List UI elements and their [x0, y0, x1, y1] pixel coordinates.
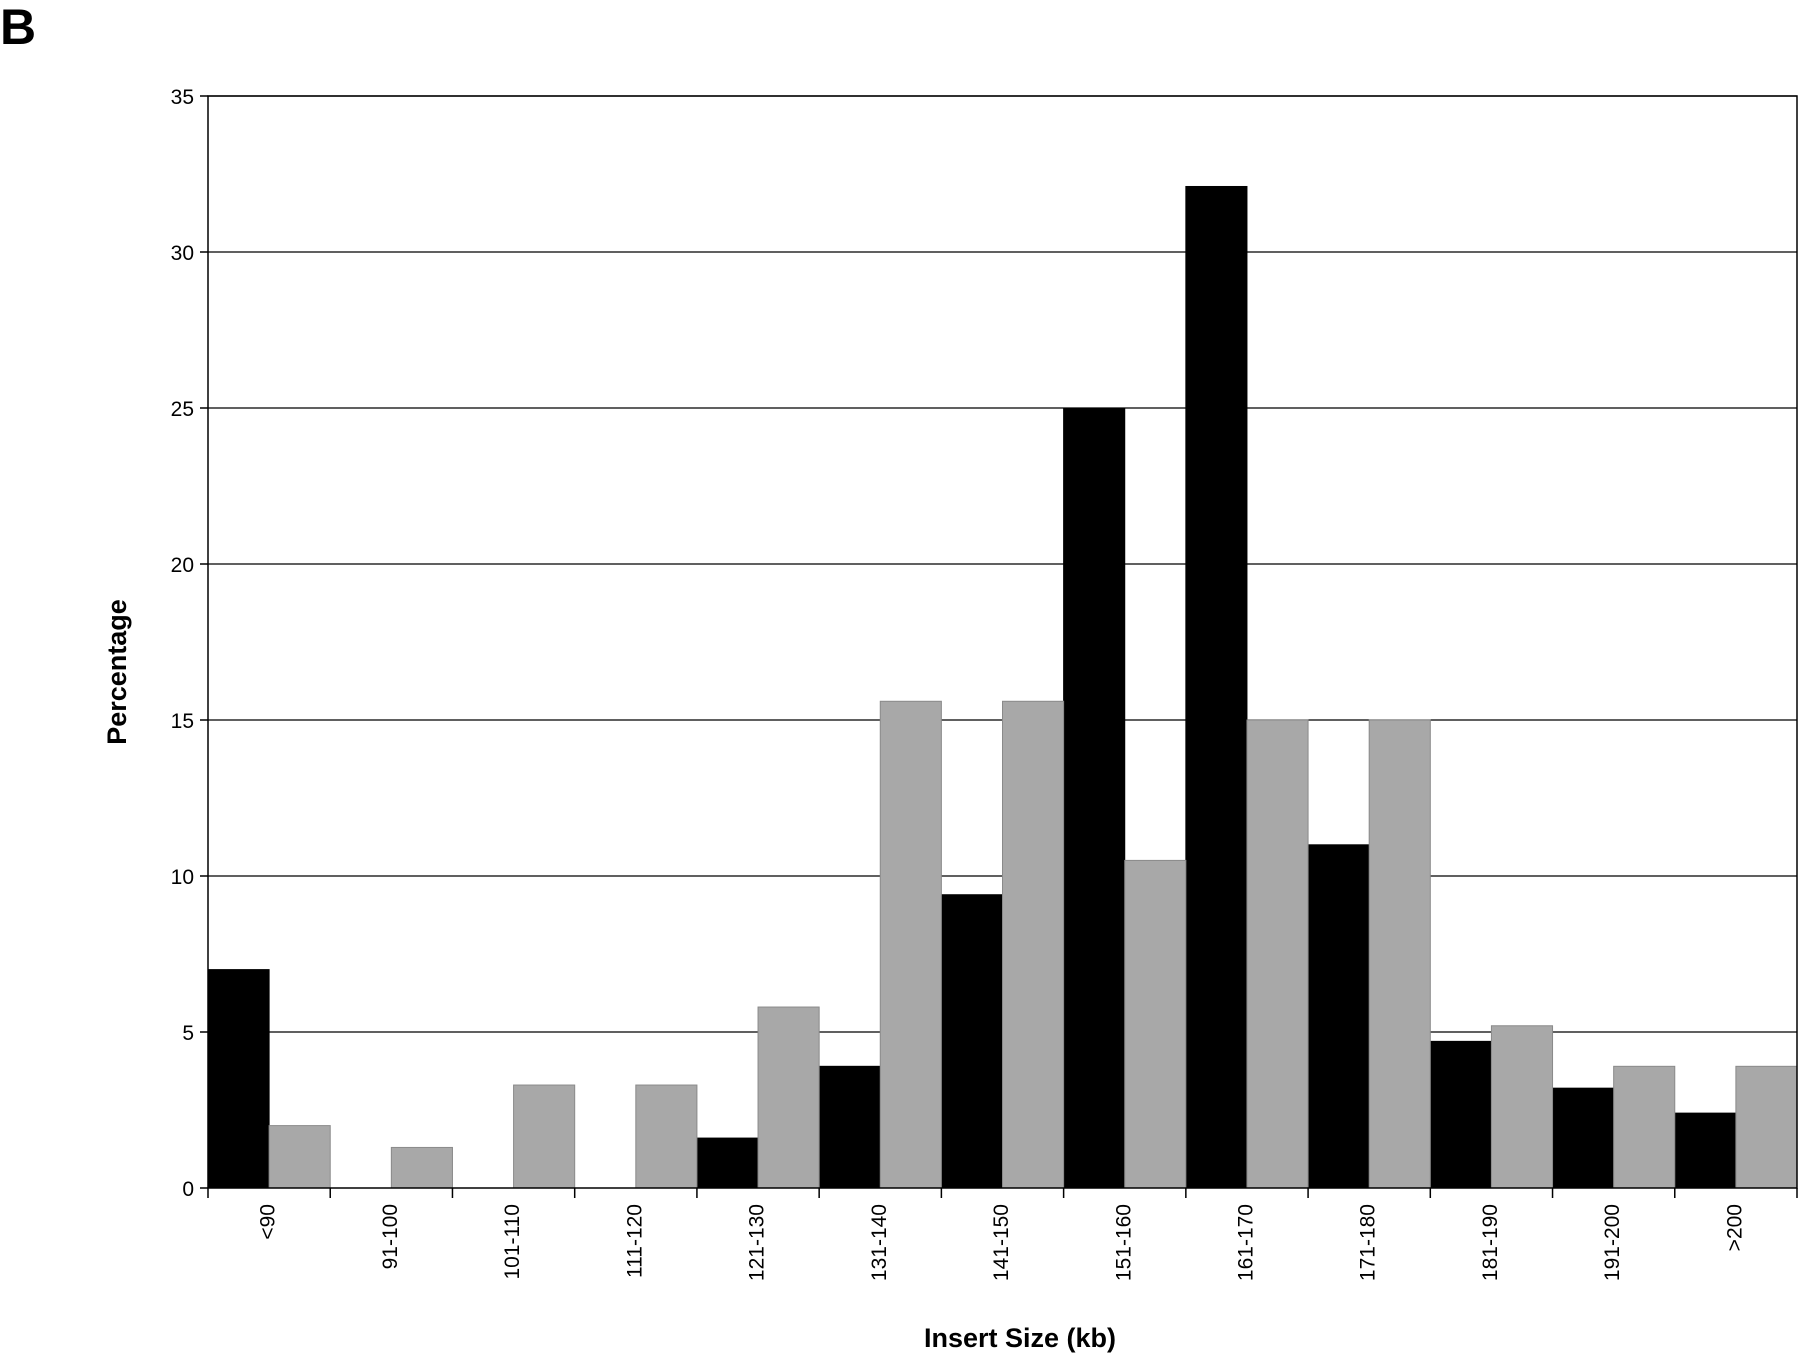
- x-tick-label: 101-110: [501, 1204, 524, 1280]
- bar-series-2: [879, 700, 942, 1189]
- x-tick-label: 161-170: [1235, 1204, 1258, 1281]
- plot-area-frame: [207, 95, 1798, 1189]
- bar-series-2: [1124, 859, 1187, 1189]
- bars: [207, 185, 1798, 1189]
- y-tick-label: 20: [171, 554, 194, 577]
- y-tick-label: 10: [171, 866, 194, 889]
- bar-series-1: [1063, 407, 1126, 1189]
- x-tick-label: 171-180: [1357, 1204, 1380, 1281]
- bar-series-1: [818, 1065, 881, 1189]
- bar-series-1: [1307, 844, 1370, 1189]
- x-tick-label: 121-130: [746, 1204, 769, 1281]
- y-axis-title: Percentage: [102, 599, 132, 745]
- y-tick-label: 30: [171, 242, 194, 265]
- bar-series-1: [940, 894, 1004, 1189]
- y-tick-label: 25: [171, 398, 194, 421]
- x-tick-label: 151-160: [1112, 1204, 1135, 1281]
- bar-series-1: [207, 969, 270, 1189]
- bar-series-1: [1429, 1040, 1492, 1189]
- bar-series-2: [268, 1125, 331, 1189]
- x-tick-label: 111-120: [623, 1204, 646, 1278]
- y-tick-label: 0: [182, 1178, 194, 1201]
- x-tick-label: <90: [257, 1204, 280, 1240]
- bar-series-1: [696, 1137, 759, 1189]
- y-tick-label: 35: [171, 86, 194, 109]
- bar-series-2: [757, 1006, 820, 1189]
- y-tick-label: 15: [171, 710, 194, 733]
- x-tick-label: 181-190: [1479, 1204, 1502, 1281]
- bar-series-1: [1552, 1087, 1615, 1189]
- bar-series-2: [1246, 719, 1309, 1189]
- bar-series-2: [1735, 1065, 1798, 1189]
- bar-series-2: [635, 1084, 698, 1189]
- axes: [200, 95, 1798, 1198]
- bar-series-1: [1674, 1112, 1737, 1189]
- x-tick-labels: <90 91-100 101-110 111-120 121-130 131-140 141…: [257, 1204, 1747, 1281]
- bar-series-2: [1002, 700, 1065, 1189]
- x-tick-label: 141-150: [990, 1204, 1013, 1281]
- x-tick-label: 191-200: [1601, 1204, 1624, 1281]
- y-tick-label: 5: [182, 1022, 194, 1045]
- x-tick-label: 131-140: [868, 1204, 891, 1281]
- y-tick-labels: 0 5 10 15 20 25 30 35: [171, 86, 194, 1201]
- panel-label: B: [0, 0, 36, 55]
- x-tick-label: >200: [1723, 1204, 1746, 1251]
- bar-series-2: [1368, 719, 1431, 1189]
- x-axis-title: Insert Size (kb): [924, 1323, 1116, 1353]
- bar-series-2: [1613, 1065, 1676, 1189]
- bar-series-2: [513, 1084, 576, 1189]
- bar-series-1: [1185, 185, 1248, 1189]
- bar-series-2: [390, 1146, 453, 1189]
- bar-series-2: [1490, 1025, 1554, 1189]
- x-tick-label: 91-100: [379, 1204, 402, 1269]
